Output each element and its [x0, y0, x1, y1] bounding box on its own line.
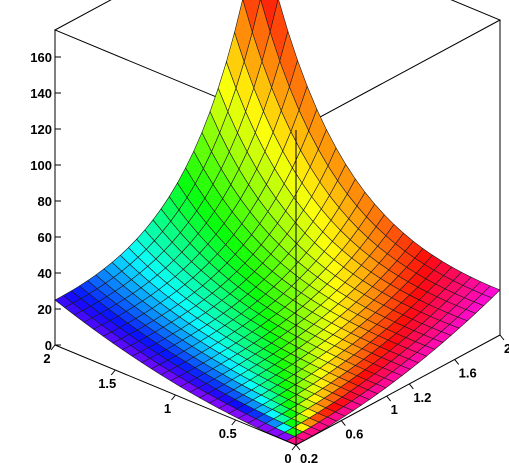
y-tick-mark — [291, 444, 297, 451]
y-tick-label: 1.5 — [98, 376, 116, 391]
x-tick-label: 1 — [391, 402, 398, 417]
z-tick-label: 0 — [45, 338, 52, 353]
x-tick-mark — [340, 420, 346, 426]
z-tick-label: 60 — [38, 230, 52, 245]
y-tick-mark — [110, 369, 116, 376]
z-axis: 0 20 40 60 80 100 120 140 160 — [30, 30, 61, 353]
surface-mesh — [54, 0, 501, 446]
y-axis: 2 1.5 1 0.5 0 — [43, 344, 297, 463]
z-tick-label: 100 — [30, 158, 52, 173]
x-tick-label: 2 — [504, 341, 509, 356]
x-tick-label: 1.6 — [459, 365, 477, 380]
z-tick-label: 40 — [38, 266, 52, 281]
x-tick-mark — [499, 334, 505, 341]
y-tick-label: 1 — [164, 401, 171, 416]
z-tick-label: 120 — [30, 122, 52, 137]
box-edge-bottom-x — [295, 334, 501, 446]
z-tick-label: 20 — [38, 302, 52, 317]
y-tick-mark — [50, 344, 56, 351]
y-tick-label: 0.5 — [219, 426, 237, 441]
z-tick-label: 160 — [30, 50, 52, 65]
box-top-face — [53, 0, 502, 131]
x-tick-mark — [454, 359, 460, 365]
x-tick-label: 1.2 — [413, 390, 431, 405]
z-tick-label: 80 — [38, 194, 52, 209]
x-tick-mark — [295, 444, 301, 451]
x-tick-mark — [386, 395, 392, 402]
x-axis: 0.2 0.6 1 1.2 1.6 2 — [295, 334, 509, 463]
x-tick-label: 0.6 — [345, 427, 363, 442]
y-tick-label: 2 — [43, 351, 50, 366]
z-tick-label: 140 — [30, 86, 52, 101]
x-tick-mark — [408, 383, 414, 390]
y-tick-label: 0 — [284, 451, 291, 463]
y-tick-mark — [171, 394, 176, 401]
x-tick-label: 0.2 — [300, 451, 318, 463]
y-tick-mark — [231, 419, 237, 426]
